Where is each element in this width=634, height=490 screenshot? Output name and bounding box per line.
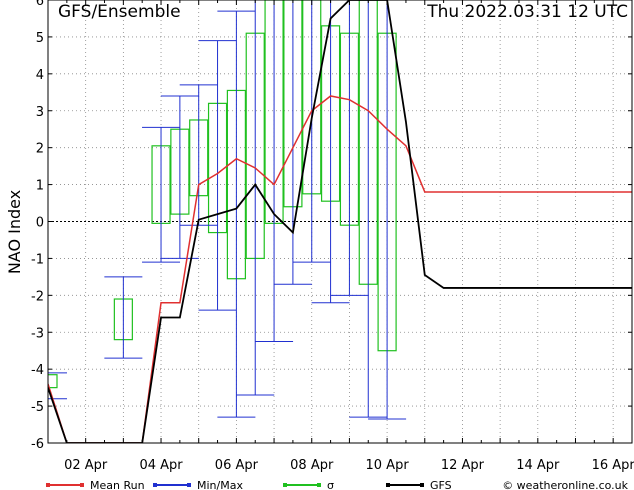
legend-marker-right — [420, 483, 424, 487]
legend-label: Min/Max — [197, 479, 243, 490]
y-tick-label: 4 — [36, 68, 44, 83]
legend-marker-right — [80, 483, 84, 487]
y-axis-label: NAO Index — [5, 190, 24, 274]
x-tick-label: 02 Apr — [64, 458, 108, 473]
legend-item: GFS — [386, 479, 452, 490]
y-tick-label: 2 — [36, 142, 44, 157]
legend-label: σ — [327, 479, 334, 490]
y-tick-label: -5 — [31, 400, 44, 415]
legend-item: σ — [283, 479, 334, 490]
y-tick-label: 5 — [36, 31, 44, 46]
legend-marker-left — [386, 483, 390, 487]
run-label: Thu 2022.03.31 12 UTC — [426, 2, 628, 22]
chart-title: GFS/Ensemble — [58, 2, 181, 22]
gfs-line — [48, 0, 632, 443]
x-tick-label: 12 Apr — [441, 458, 485, 473]
x-tick-label: 16 Apr — [592, 458, 634, 473]
y-tick-label: 3 — [36, 105, 44, 120]
legend-label: GFS — [430, 479, 452, 490]
y-tick-label: 1 — [36, 179, 44, 194]
credit-text: © weatheronline.co.uk — [502, 479, 628, 490]
legend: Mean Run Min/Max σ GFS — [46, 479, 452, 490]
legend-marker-right — [187, 483, 191, 487]
legend-marker-left — [153, 483, 157, 487]
legend-item: Mean Run — [46, 479, 145, 490]
legend-label: Mean Run — [90, 479, 145, 490]
plot-area: -6 -5 -4 -3 -2 -1 0 1 2 3 4 5 6 02 Apr 04 Apr 06 Apr 08 … — [31, 0, 634, 473]
data-layer — [48, 0, 632, 443]
x-tick-label: 04 Apr — [139, 458, 183, 473]
y-tick-label: 0 — [36, 216, 44, 231]
legend-marker-left — [283, 483, 287, 487]
x-tick-label: 14 Apr — [516, 458, 560, 473]
y-tick-label: 6 — [36, 0, 44, 9]
y-tick-label: -2 — [31, 289, 44, 304]
y-tick-label: -3 — [31, 326, 44, 341]
y-tick-label: -4 — [31, 363, 44, 378]
x-tick-label: 06 Apr — [215, 458, 259, 473]
y-tick-label: -6 — [31, 437, 44, 452]
overlay: GFS/Ensemble Thu 2022.03.31 12 UTC NAO I… — [5, 2, 628, 274]
x-tick-label: 10 Apr — [366, 458, 410, 473]
y-tick-label: -1 — [31, 252, 44, 267]
sigma-box — [48, 374, 58, 389]
legend-marker-left — [46, 483, 50, 487]
x-tick-label: 08 Apr — [290, 458, 334, 473]
legend-item: Min/Max — [153, 479, 243, 490]
legend-marker-right — [317, 483, 321, 487]
